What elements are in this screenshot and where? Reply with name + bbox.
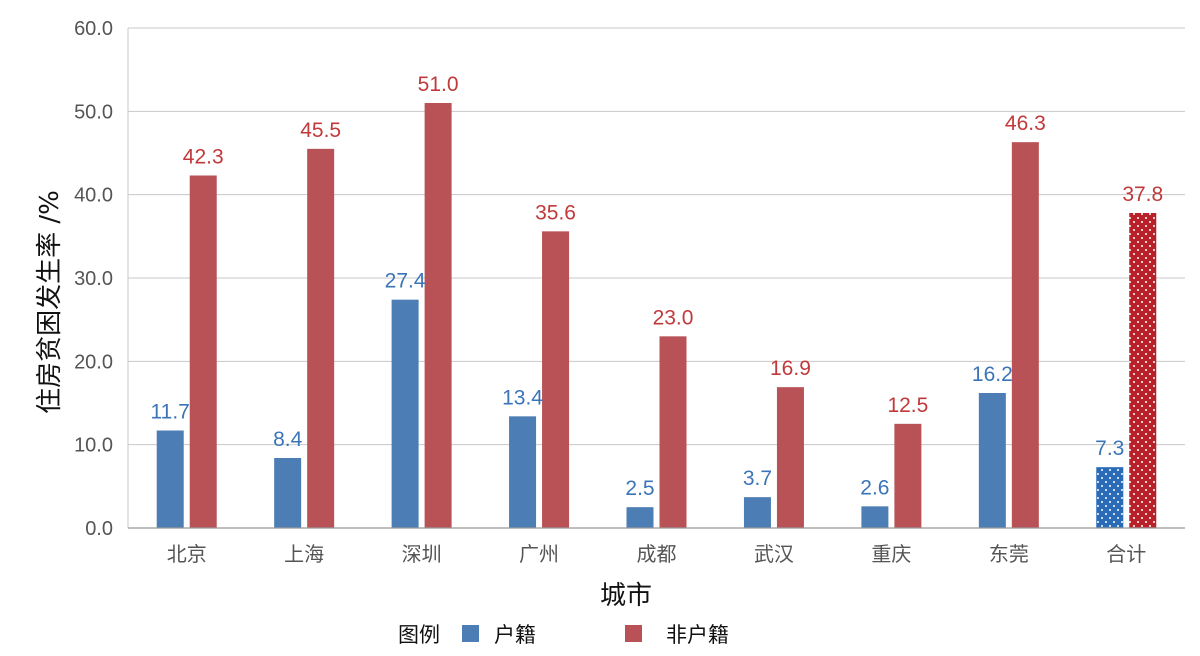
bar-hukou <box>391 299 419 528</box>
bar-non-hukou <box>894 423 922 528</box>
bar-non-hukou <box>542 231 570 529</box>
y-tick-label: 20.0 <box>74 351 113 373</box>
data-label-non-hukou: 35.6 <box>535 201 576 224</box>
bar-non-hukou <box>1129 213 1157 528</box>
data-label-hukou: 2.5 <box>625 477 654 500</box>
x-category-label: 武汉 <box>754 542 794 566</box>
bar-hukou <box>861 506 889 528</box>
bar-hukou <box>509 416 537 528</box>
data-label-hukou: 7.3 <box>1095 437 1124 460</box>
data-label-non-hukou: 12.5 <box>887 394 928 417</box>
legend-label-hukou: 户籍 <box>494 623 536 647</box>
y-axis-ticks: 0.0 10.0 20.0 30.0 40.0 50.0 60.0 <box>74 18 113 540</box>
x-category-label: 深圳 <box>402 542 442 566</box>
data-label-hukou: 8.4 <box>273 428 303 451</box>
data-label-hukou: 13.4 <box>502 386 543 409</box>
data-label-non-hukou: 51.0 <box>418 73 459 96</box>
data-label-hukou: 16.2 <box>972 363 1013 386</box>
bar-hukou <box>274 458 302 528</box>
bar-hukou <box>626 507 654 528</box>
bar-non-hukou <box>307 148 335 529</box>
bar-non-hukou <box>659 336 687 528</box>
x-axis-title: 城市 <box>600 581 652 611</box>
data-label-hukou: 3.7 <box>743 467 772 490</box>
legend: 图例 户籍 非户籍 <box>398 623 729 647</box>
x-category-label: 北京 <box>167 542 207 566</box>
bar-hukou <box>743 497 771 528</box>
bar-non-hukou <box>424 103 452 528</box>
bar-hukou <box>1096 467 1124 528</box>
legend-title: 图例 <box>398 623 440 647</box>
y-tick-label: 50.0 <box>74 101 113 123</box>
y-tick-label: 40.0 <box>74 185 113 207</box>
x-category-label: 广州 <box>519 542 559 566</box>
bar-hukou <box>978 393 1006 528</box>
bar-non-hukou <box>189 175 217 528</box>
gridlines <box>127 27 1185 528</box>
data-label-non-hukou: 46.3 <box>1005 112 1046 135</box>
data-label-hukou: 11.7 <box>151 401 190 424</box>
x-category-label: 成都 <box>637 542 677 566</box>
data-label-non-hukou: 42.3 <box>183 146 224 169</box>
legend-label-non-hukou: 非户籍 <box>666 623 729 647</box>
bar-non-hukou <box>776 387 804 528</box>
data-label-hukou: 2.6 <box>860 476 889 499</box>
x-axis-categories: 北京 上海 深圳 广州 成都 武汉 重庆 东莞 合计 <box>167 542 1147 566</box>
data-label-non-hukou: 45.5 <box>300 119 341 142</box>
bars <box>156 103 1157 529</box>
bar-hukou <box>156 430 184 528</box>
y-tick-label: 0.0 <box>85 518 113 540</box>
data-label-hukou: 27.4 <box>385 270 426 293</box>
data-label-non-hukou: 23.0 <box>653 306 694 329</box>
legend-swatch-non-hukou <box>625 625 642 642</box>
x-category-label: 重庆 <box>871 542 911 566</box>
data-labels: 11.7 42.3 8.4 45.5 27.4 51.0 13.4 35.6 2.5 23.0 3.… <box>151 73 1164 500</box>
y-tick-label: 60.0 <box>74 18 113 40</box>
x-category-label: 东莞 <box>989 542 1029 566</box>
y-axis-title: 住房贫困发生率 /% <box>35 190 65 414</box>
x-category-label: 上海 <box>284 542 324 566</box>
data-label-non-hukou: 16.9 <box>770 357 811 380</box>
y-tick-label: 10.0 <box>74 435 113 457</box>
y-tick-label: 30.0 <box>74 268 113 290</box>
legend-swatch-hukou <box>462 625 479 642</box>
x-category-label: 合计 <box>1106 542 1146 566</box>
data-label-non-hukou: 37.8 <box>1122 183 1163 206</box>
bar-non-hukou <box>1011 142 1039 528</box>
